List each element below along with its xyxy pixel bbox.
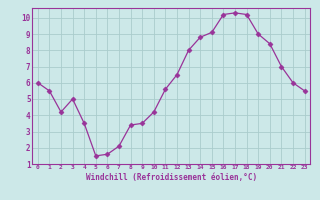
X-axis label: Windchill (Refroidissement éolien,°C): Windchill (Refroidissement éolien,°C)	[86, 173, 257, 182]
